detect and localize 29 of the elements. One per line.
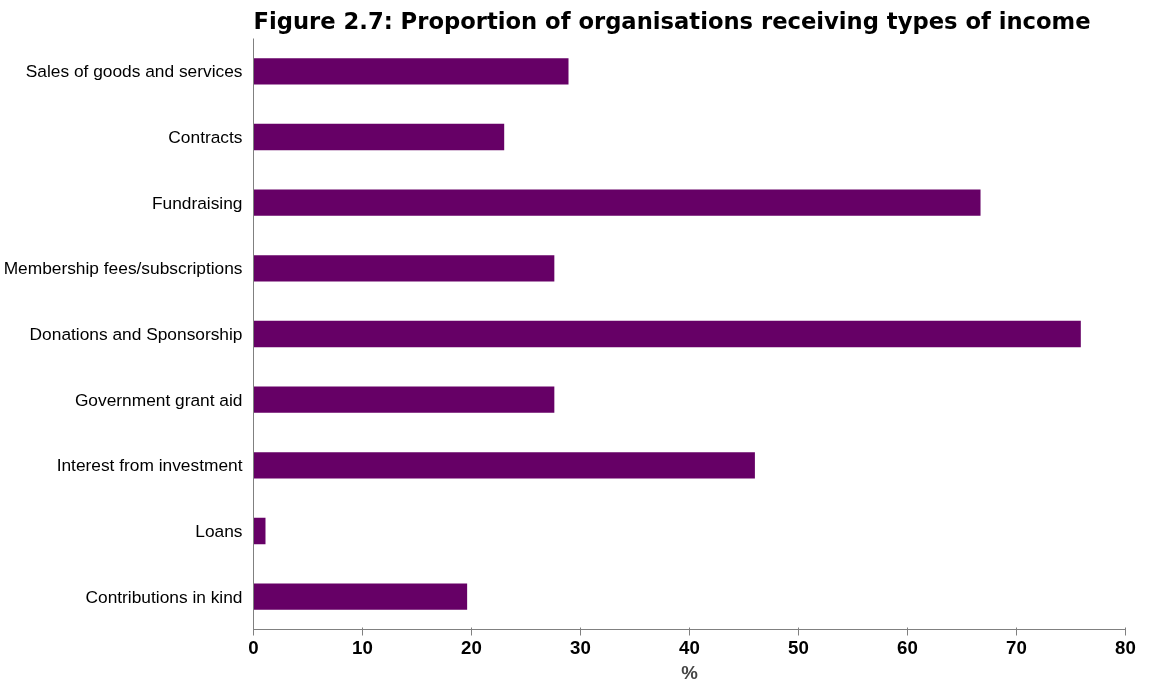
x-tick-label: 0 — [248, 636, 259, 658]
bar — [253, 386, 555, 413]
chart-title: Figure 2.7: Proportion of organisations receiving types of income — [253, 7, 1091, 34]
x-tick-label: 50 — [788, 636, 809, 658]
y-tick-label: Contracts — [168, 127, 243, 147]
x-axis-title: % — [681, 661, 699, 683]
bar — [253, 517, 266, 545]
bar — [253, 189, 981, 216]
x-tick-label: 80 — [1115, 636, 1136, 658]
x-tick-label: 10 — [352, 636, 373, 658]
bar — [253, 320, 1081, 348]
y-tick-label: Fundraising — [151, 192, 243, 213]
x-tick-label: 20 — [461, 636, 482, 658]
x-tick-label: 40 — [679, 636, 700, 658]
bar — [253, 123, 505, 151]
y-tick-label: Contributions in kind — [85, 586, 243, 607]
y-tick-label: Loans — [195, 521, 243, 541]
x-tick-label: 70 — [1006, 636, 1027, 658]
bar — [253, 452, 755, 479]
bar — [253, 58, 569, 85]
y-tick-label: Government grant aid — [74, 389, 243, 410]
bar — [253, 255, 555, 282]
bar — [253, 583, 468, 610]
x-tick-label: 60 — [897, 636, 918, 658]
y-tick-label: Membership fees/subscriptions — [3, 258, 243, 279]
x-tick-label: 30 — [570, 636, 591, 658]
y-tick-label: Donations and Sponsorship — [29, 324, 243, 344]
y-tick-label: Sales of goods and services — [25, 61, 243, 82]
y-tick-label: Interest from investment — [56, 455, 243, 476]
